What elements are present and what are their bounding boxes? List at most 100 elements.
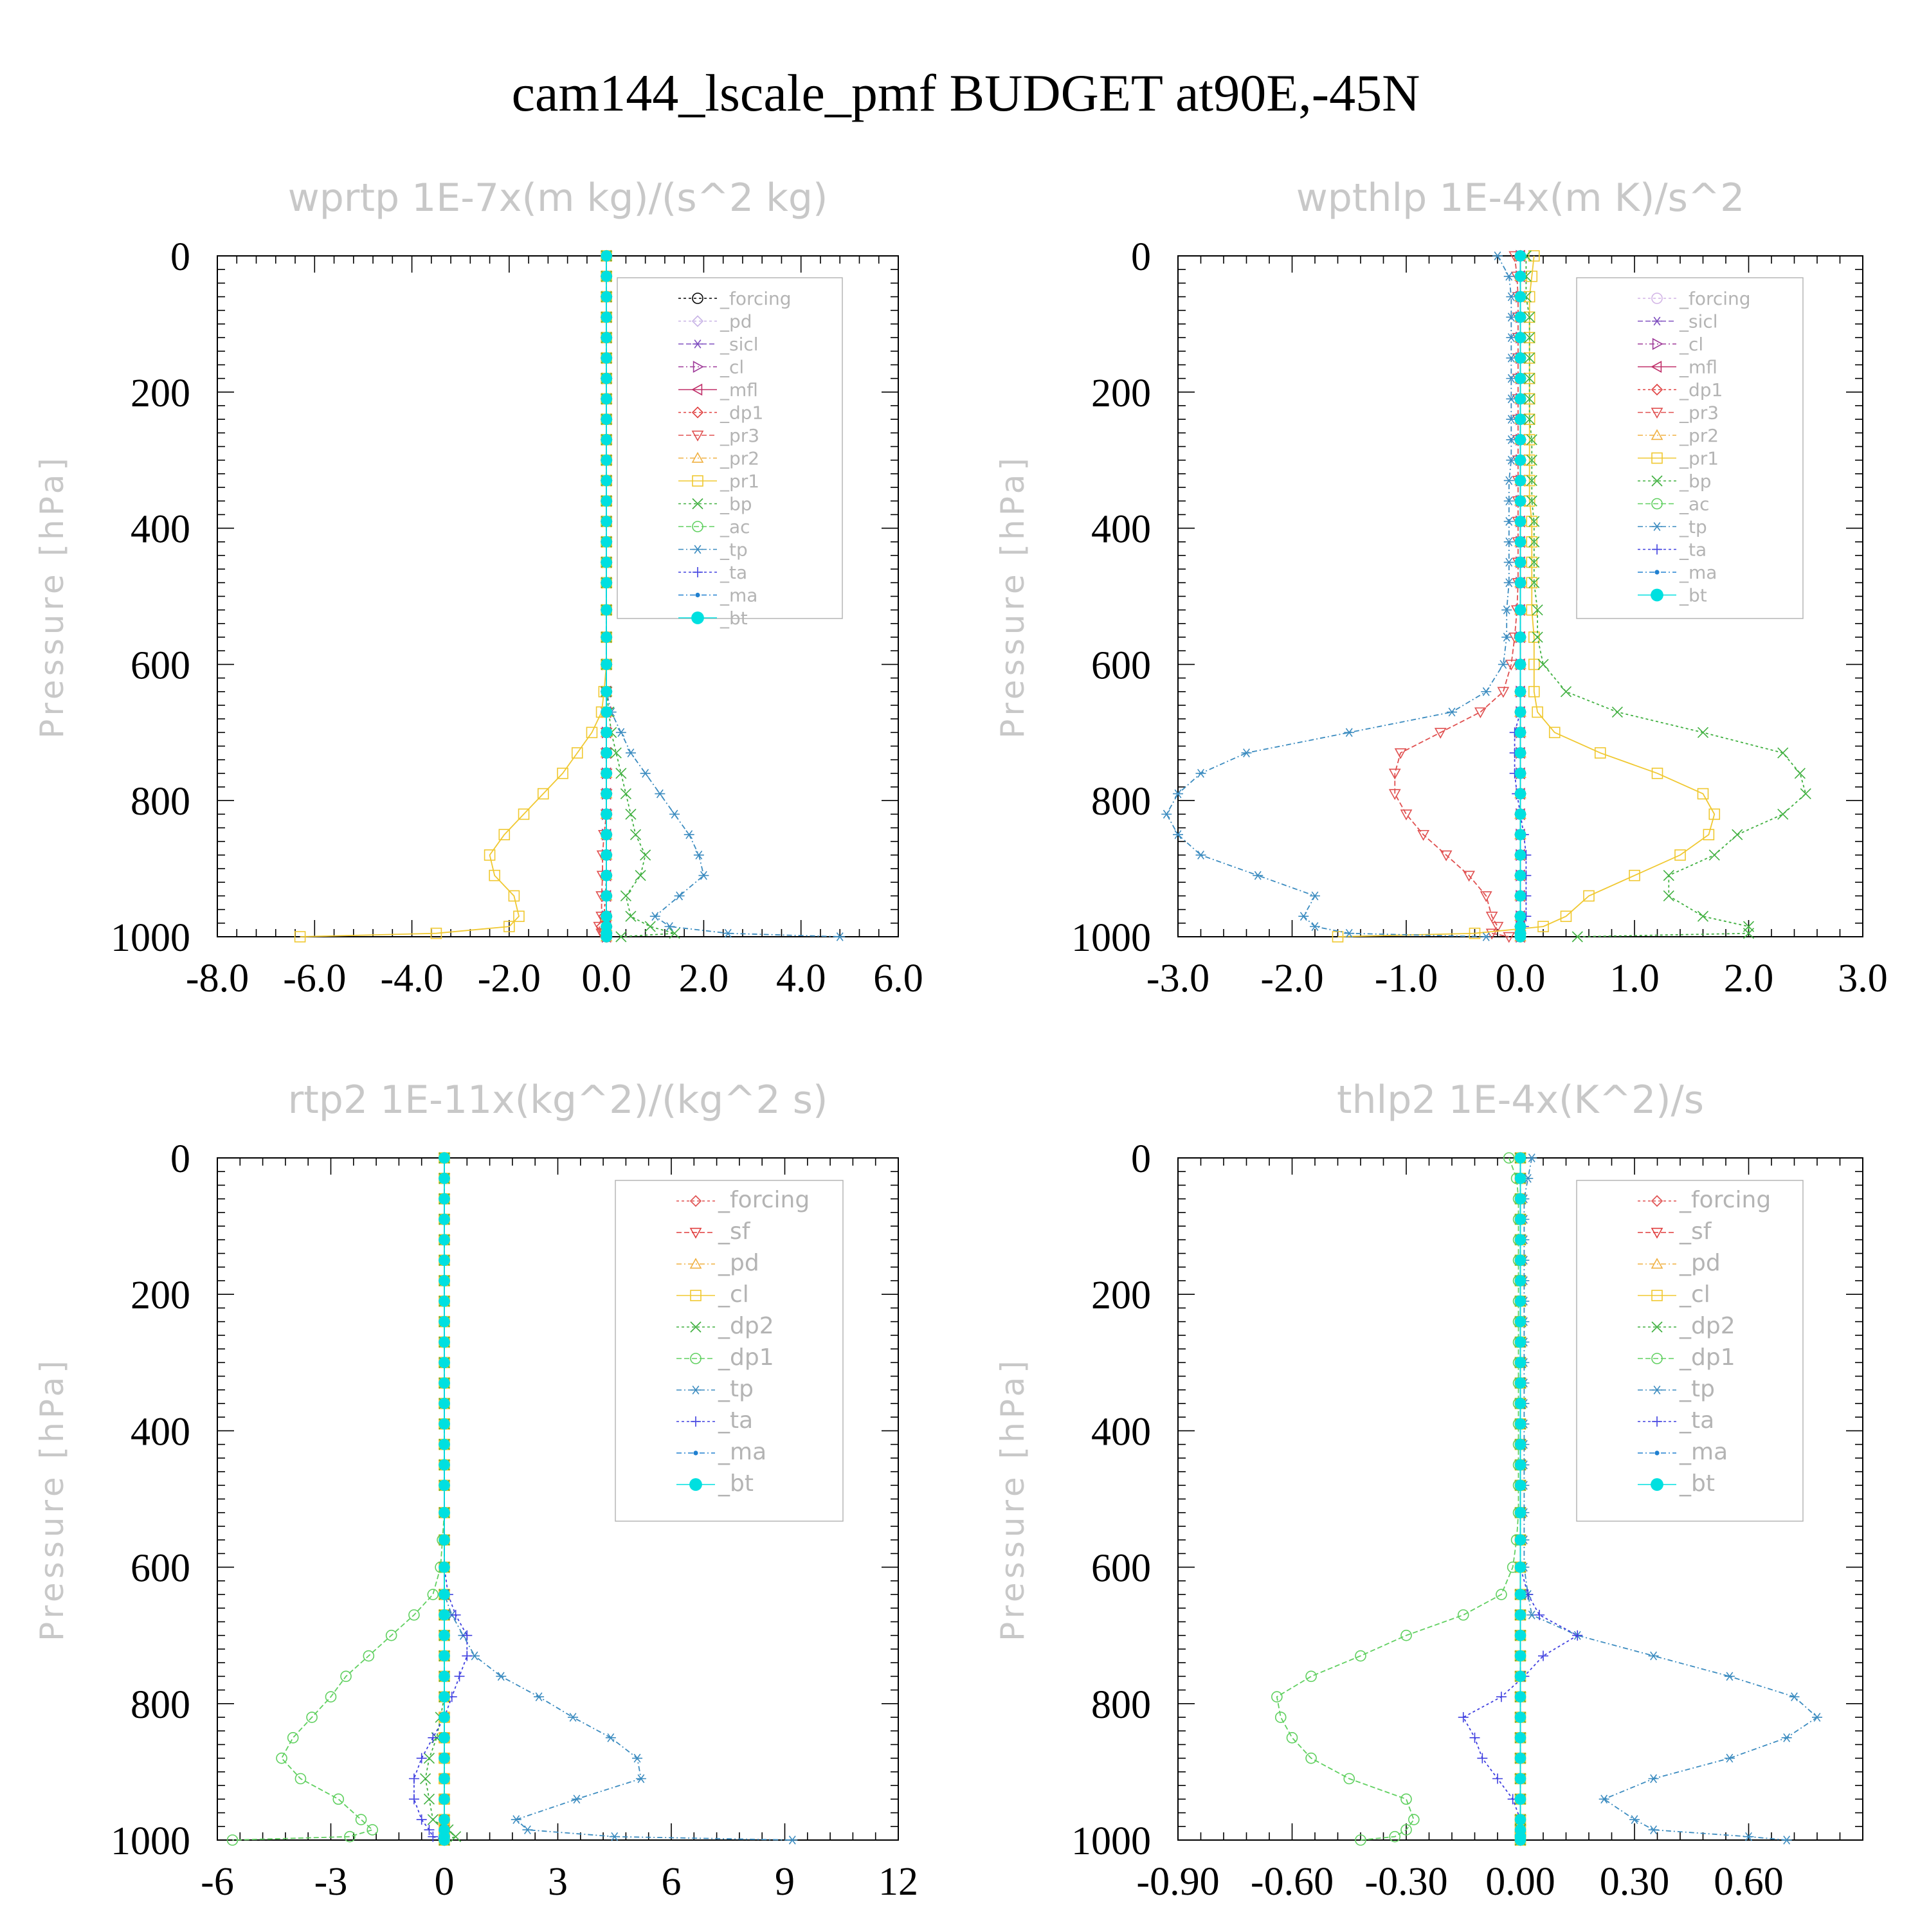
x-tick-label: -1.0 — [1375, 957, 1438, 1000]
legend-item: _pd — [678, 311, 752, 332]
data-point — [1724, 1753, 1735, 1763]
data-point — [1514, 1793, 1526, 1805]
data-point — [601, 495, 612, 507]
data-point — [571, 747, 583, 759]
data-point — [439, 1193, 450, 1205]
data-point — [428, 1732, 439, 1743]
data-point — [1514, 727, 1526, 739]
legend-item: _pr1 — [1638, 448, 1719, 469]
data-point — [439, 1814, 450, 1825]
data-point — [601, 536, 612, 548]
data-point — [424, 1825, 435, 1836]
legend-marker — [689, 1195, 702, 1207]
data-point — [1743, 928, 1755, 939]
data-point — [1286, 1732, 1298, 1744]
data-point — [1526, 1153, 1537, 1162]
data-point — [1663, 870, 1674, 881]
data-point — [1648, 1825, 1659, 1834]
legend-marker — [691, 406, 704, 419]
data-point — [723, 928, 734, 938]
data-point — [1485, 928, 1498, 940]
legend-marker — [1651, 383, 1663, 396]
data-point — [1161, 809, 1172, 819]
panel-title: wprtp 1E-7x(m kg)/(s^2 kg) — [288, 176, 828, 221]
data-point — [1514, 536, 1526, 548]
data-point — [1173, 830, 1183, 840]
data-point — [1514, 332, 1526, 343]
legend-label: _ta — [720, 562, 747, 583]
legend-marker — [1652, 544, 1662, 555]
data-point — [1477, 1753, 1488, 1764]
data-point — [1514, 1213, 1526, 1225]
data-point — [571, 1794, 582, 1804]
y-tick-label: 1000 — [1071, 1819, 1151, 1863]
data-point — [1524, 332, 1535, 343]
data-point — [1514, 1629, 1526, 1641]
data-point — [1708, 849, 1720, 861]
x-tick-label: 4.0 — [776, 957, 826, 1000]
y-tick-label: 1000 — [111, 916, 190, 960]
data-point — [1496, 1589, 1507, 1600]
legend-marker — [1651, 1195, 1663, 1207]
y-tick-label: 200 — [131, 372, 190, 415]
legend-item: _pd — [676, 1250, 759, 1276]
legend-marker — [1651, 452, 1663, 464]
data-point — [625, 748, 636, 757]
data-point — [439, 1691, 450, 1702]
figure-title: cam144_lscale_pmf BUDGET at90E,-45N — [512, 64, 1420, 122]
data-point — [1794, 768, 1806, 779]
x-tick-label: 0 — [435, 1860, 455, 1904]
legend-label: _cl — [1679, 1281, 1710, 1308]
data-point — [1514, 747, 1526, 759]
data-point — [649, 912, 660, 921]
data-point — [601, 829, 612, 840]
data-point — [1514, 1336, 1526, 1348]
legend-marker — [691, 451, 704, 463]
data-point — [1514, 1650, 1526, 1662]
legend-marker — [695, 592, 700, 598]
data-point — [1491, 921, 1504, 933]
data-point — [1434, 728, 1447, 739]
data-point — [635, 870, 646, 881]
data-point — [601, 393, 612, 405]
data-point — [1469, 1732, 1480, 1743]
legend-item: _ac — [1638, 494, 1710, 515]
data-point — [439, 1275, 450, 1286]
data-point — [1800, 788, 1811, 800]
data-point — [1528, 536, 1540, 548]
data-point — [484, 849, 496, 861]
y-axis-label: Pressure [hPa] — [994, 454, 1031, 739]
data-point — [1514, 788, 1526, 800]
legend-marker — [691, 611, 704, 624]
data-point — [1526, 516, 1538, 527]
data-point — [462, 1630, 473, 1641]
y-tick-label: 600 — [131, 644, 190, 687]
chart-panel-4: thlp2 1E-4x(K^2)/s Pressure [hPa] 0 200 400 6… — [994, 1078, 1863, 1904]
y-tick-label: 400 — [1091, 1410, 1151, 1454]
data-point — [420, 1773, 431, 1785]
legend-item: _ma — [678, 585, 757, 606]
x-tick-label: 12 — [878, 1860, 918, 1904]
x-tick-label: 0.0 — [581, 957, 631, 1000]
data-point — [1506, 292, 1517, 302]
data-point — [1812, 1713, 1822, 1722]
data-point — [1528, 556, 1540, 568]
data-point — [644, 921, 656, 932]
data-point — [1305, 1752, 1317, 1764]
data-point — [1514, 1479, 1526, 1492]
x-tick-label: -6 — [201, 1860, 234, 1904]
data-point — [1492, 1773, 1503, 1784]
legend-marker — [1651, 475, 1663, 487]
x-tick-label: 0.00 — [1485, 1860, 1555, 1904]
data-point — [439, 1254, 450, 1266]
series-line — [424, 1158, 457, 1841]
data-point — [601, 788, 612, 800]
data-point — [439, 1152, 450, 1164]
chart-panel-3: rtp2 1E-11x(kg^2)/(kg^2 s) Pressure [hPa]… — [33, 1078, 918, 1904]
legend-item: _sicl — [678, 334, 759, 355]
data-point — [1271, 1691, 1283, 1702]
data-point — [513, 910, 525, 923]
data-point — [522, 1825, 533, 1834]
data-point — [1781, 1733, 1792, 1742]
legend-marker — [1651, 588, 1663, 602]
